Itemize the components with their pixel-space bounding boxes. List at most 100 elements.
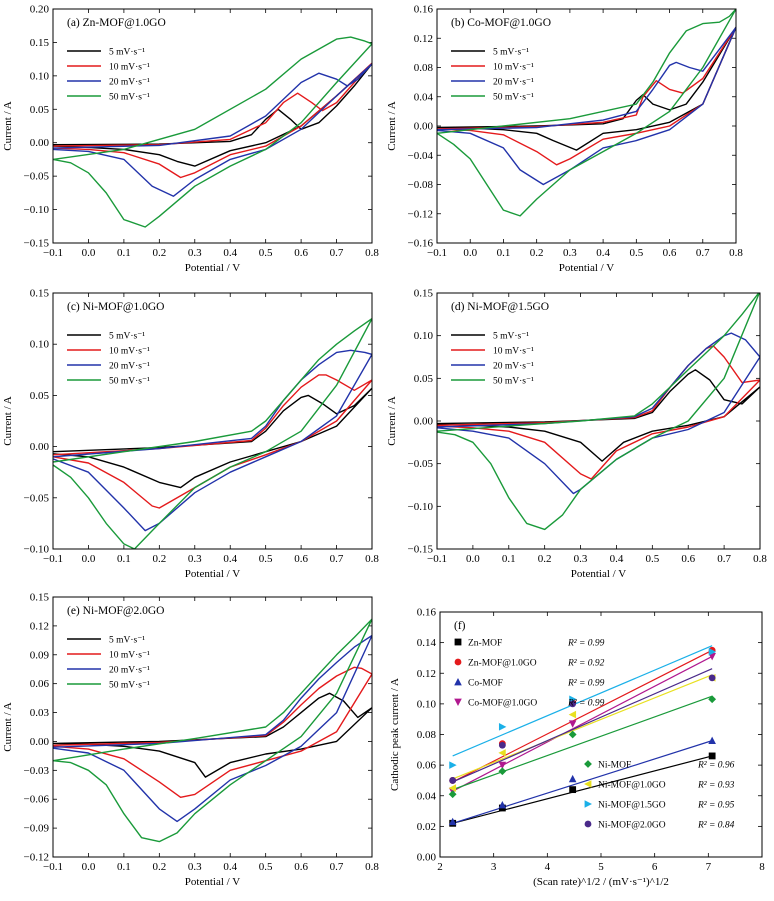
panel-f: 2 3 4 5 6 7 8 0.00 0.02 0.04 0.06 0.08 0.10 0.12 0.14 0… <box>389 607 765 889</box>
curves <box>437 291 760 529</box>
x-tick-label: 0.1 <box>117 861 131 873</box>
legend-marker-4 <box>584 760 592 768</box>
legend-r2-5: R² = 0.93 <box>697 781 735 791</box>
y-tick-label: −0.12 <box>24 852 49 864</box>
y-tick-label: 0.08 <box>414 62 434 74</box>
curves <box>53 619 372 842</box>
legend-label-6: Ni-MOF@1.5GO <box>598 801 666 811</box>
panel-c: −0.1 0.0 0.1 0.2 0.3 0.4 0.5 0.6 0.7 0.8 −0.10 −0.0… <box>2 288 379 581</box>
x-tick-label: 0.3 <box>188 247 202 259</box>
cv-curve-1 <box>53 667 372 797</box>
x-tick-label: 0.2 <box>530 247 544 259</box>
plot-frame <box>53 597 372 857</box>
y-tick-label: 0.12 <box>30 620 49 632</box>
x-tick-label: 8 <box>759 861 765 873</box>
y-tick-label: −0.10 <box>24 204 50 216</box>
legend-label-2: Co-MOF <box>468 679 503 689</box>
y-axis-label: Current / A <box>2 702 14 752</box>
x-tick-label: 0.8 <box>753 553 767 565</box>
legend-marker-2 <box>454 678 462 685</box>
y-axis-label: Current / A <box>386 101 398 151</box>
y-tick-label: 0.16 <box>417 607 437 619</box>
x-tick-label: 0.3 <box>188 861 202 873</box>
scatter-point-3-2 <box>569 720 577 727</box>
y-tick-label: 0.10 <box>30 339 50 351</box>
y-tick-label: 0.10 <box>414 330 434 342</box>
x-tick-label: 0.5 <box>259 553 273 565</box>
y-tick-label: 0.15 <box>30 288 50 300</box>
legend-label-0: 5 mV·s⁻¹ <box>493 48 529 58</box>
y-tick-label: −0.10 <box>24 544 50 556</box>
fit-line-2 <box>453 741 712 824</box>
x-axis-label: Potential / V <box>185 876 240 888</box>
x-axis-label: (Scan rate)^1/2 / (mV·s⁻¹)^1/2 <box>533 876 669 888</box>
x-tick-label: 0.5 <box>645 553 659 565</box>
y-tick-label: 0.15 <box>30 592 50 604</box>
x-tick-label: 6 <box>652 861 658 873</box>
scatter-point-0-2 <box>569 786 576 793</box>
legend-label-1: 10 mV·s⁻¹ <box>493 347 534 357</box>
legend-label-1: 10 mV·s⁻¹ <box>493 63 534 73</box>
x-tick-label: 0.4 <box>223 553 237 565</box>
legend-label-5: Ni-MOF@1.0GO <box>598 781 666 791</box>
y-tick-label: 0.00 <box>414 416 434 428</box>
legend-label-7: Ni-MOF@2.0GO <box>598 821 666 831</box>
y-tick-label: 0.16 <box>414 4 434 16</box>
y-tick-label: 0.14 <box>417 637 437 649</box>
y-tick-label: −0.06 <box>24 794 50 806</box>
x-tick-label: 0.1 <box>497 247 511 259</box>
legend-label-3: 50 mV·s⁻¹ <box>109 377 150 387</box>
x-tick-label: 0.8 <box>729 247 743 259</box>
legend-marker-0 <box>455 639 462 646</box>
panel-title: (d) Ni-MOF@1.5GO <box>451 301 549 313</box>
cv-curve-0 <box>437 370 760 461</box>
panel-e: −0.1 0.0 0.1 0.2 0.3 0.4 0.5 0.6 0.7 0.8−0.12−0.0… <box>2 592 379 889</box>
y-axis-label: Current / A <box>2 101 14 151</box>
y-tick-label: 0.05 <box>414 373 434 385</box>
y-tick-label: −0.05 <box>24 492 50 504</box>
legend-label-2: 20 mV·s⁻¹ <box>109 666 150 676</box>
panel-d: −0.1 0.0 0.1 0.2 0.3 0.4 0.5 0.6 0.7 0.8−0.15−0.1… <box>386 288 767 581</box>
x-tick-label: 0.6 <box>294 247 308 259</box>
scatter-point-7-0 <box>449 777 456 784</box>
y-axis-label: Current / A <box>2 396 14 446</box>
legend-label-4: Ni-MOF <box>598 761 631 771</box>
x-tick-label: 0.1 <box>502 553 516 565</box>
fits <box>453 646 712 824</box>
y-tick-label: 0.05 <box>30 104 50 116</box>
scatter-point-2-2 <box>569 775 577 782</box>
x-tick-label: 0.4 <box>223 247 237 259</box>
y-tick-label: 0.00 <box>414 121 434 133</box>
y-tick-label: −0.15 <box>408 544 434 556</box>
scatter-point-7-3 <box>709 674 716 681</box>
y-tick-label: 0.05 <box>30 390 50 402</box>
y-tick-label: 0.06 <box>30 678 50 690</box>
x-tick-label: 3 <box>491 861 497 873</box>
x-tick-label: 0.7 <box>717 553 731 565</box>
legend-label-3: Co-MOF@1.0GO <box>468 699 537 709</box>
legend-marker-6 <box>585 800 592 808</box>
x-tick-label: 0.3 <box>188 553 202 565</box>
fit-line-4 <box>453 696 712 789</box>
legend-marker-1 <box>455 659 462 666</box>
x-tick-label: 0.2 <box>152 553 166 565</box>
legend-r2-7: R² = 0.84 <box>697 821 735 831</box>
x-tick-label: 0.2 <box>152 247 166 259</box>
cv-curve-2 <box>53 350 372 530</box>
cv-curve-2 <box>53 636 372 822</box>
x-tick-label: 0.7 <box>330 247 344 259</box>
x-tick-label: 0.2 <box>538 553 552 565</box>
cv-curve-2 <box>437 333 760 493</box>
legend-label-0: 5 mV·s⁻¹ <box>493 332 529 342</box>
x-tick-label: 0.0 <box>82 247 96 259</box>
cv-curve-1 <box>53 375 372 508</box>
legend-r2-1: R² = 0.92 <box>567 659 605 669</box>
y-tick-label: −0.08 <box>408 179 434 191</box>
x-tick-label: 0.8 <box>365 861 379 873</box>
x-tick-label: 0.0 <box>466 553 480 565</box>
legend-label-0: 5 mV·s⁻¹ <box>109 332 145 342</box>
x-axis-label: Potential / V <box>185 568 240 580</box>
plot-frame <box>437 9 736 243</box>
x-tick-label: 0.5 <box>259 247 273 259</box>
legend-marker-7 <box>585 821 592 828</box>
